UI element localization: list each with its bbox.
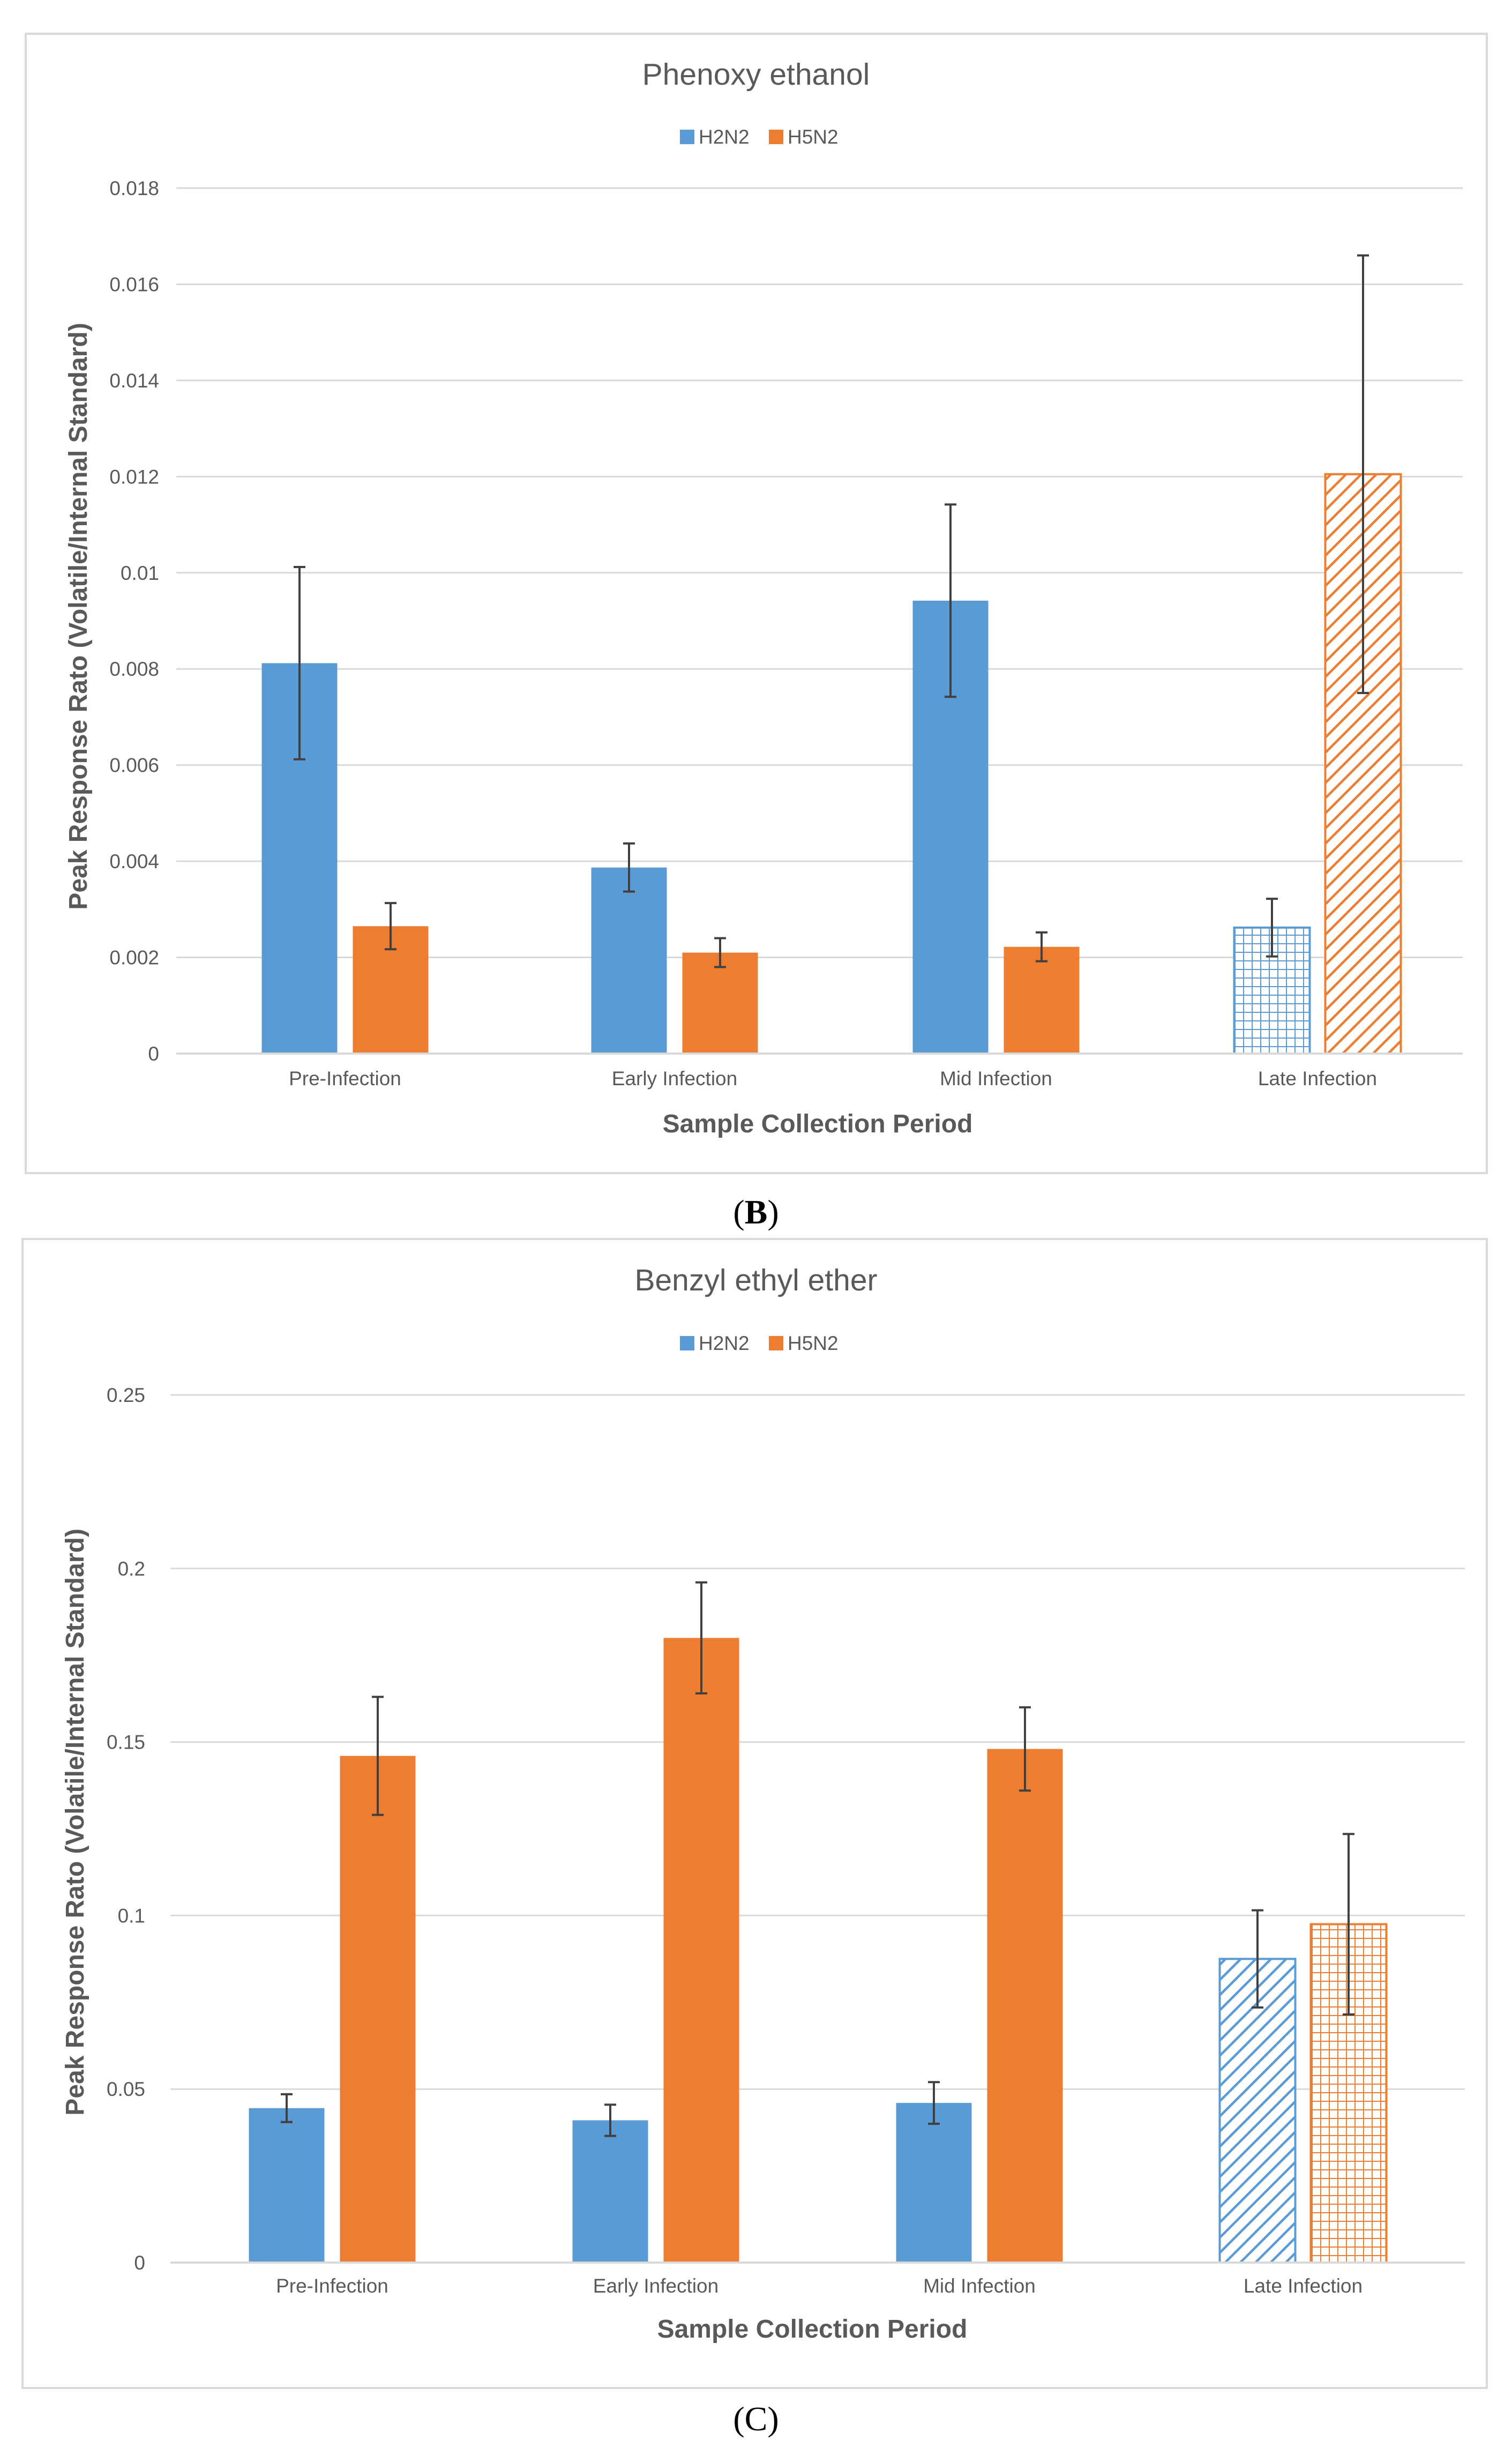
bar-c-h5n2-2 [987,1749,1063,2263]
legend-b-h2n2-label: H2N2 [699,126,750,148]
legend-c-h2n2-label: H2N2 [699,1332,750,1354]
chart-c-plot: 0 0.05 0.1 0.15 0.2 0.25 Pre-Infection Early In… [107,1384,1465,2297]
legend-c-h5n2-swatch [769,1336,783,1350]
error-bar-c-h5n2-0 [372,1696,384,1816]
error-bar-b-h5n2-0 [385,902,396,951]
bar-c-h2n2-3 [1218,1958,1297,2264]
y-tick-label-b-1: 0.002 [109,947,159,969]
y-tick-label-b-6: 0.012 [109,466,159,488]
legend-b-h5n2-swatch [769,130,783,144]
bar-b-h5n2-1 [682,952,758,1054]
bar-c-h2n2-0 [249,2108,325,2263]
y-tick-label-b-5: 0.01 [121,562,159,584]
error-bar-c-h5n2-2 [1019,1706,1031,1792]
chart-c-ylabel: Peak Response Rato (Volatile/Internal St… [61,1528,89,2115]
error-bar-b-h2n2-0 [294,566,305,760]
y-tick-label-c-4: 0.2 [118,1558,145,1580]
y-tick-label-b-9: 0.018 [109,177,159,199]
x-tick-label-b-0: Pre-Infection [289,1068,401,1089]
x-tick-label-b-3: Late Infection [1258,1068,1377,1089]
y-tick-label-c-3: 0.15 [107,1731,145,1753]
bar-c-h2n2-2 [896,2103,972,2263]
error-bar-c-h2n2-0 [281,2093,293,2123]
chart-c-title: Benzyl ethyl ether [634,1263,877,1297]
x-tick-label-c-2: Mid Infection [923,2275,1036,2297]
panel-label-c: (C) [733,2400,779,2438]
x-tick-label-b-2: Mid Infection [940,1068,1052,1089]
panel-label-b: (B) [733,1193,779,1231]
x-tick-label-c-1: Early Infection [593,2275,718,2297]
legend-c-h2n2-swatch [680,1336,694,1350]
x-tick-label-b-1: Early Infection [612,1068,737,1089]
y-tick-label-b-3: 0.006 [109,755,159,777]
error-bar-b-h2n2-3 [1266,898,1278,958]
chart-b-ylabel: Peak Response Rato (Volatile/Internal St… [64,323,93,909]
error-bar-c-h2n2-3 [1252,1909,1263,2009]
chart-b-title: Phenoxy ethanol [642,57,870,92]
bar-c-h5n2-1 [663,1638,739,2263]
y-tick-label-b-7: 0.014 [109,370,159,392]
legend-c-h5n2-label: H5N2 [788,1332,839,1354]
y-tick-label-b-4: 0.008 [109,658,159,680]
error-bar-c-h2n2-1 [604,2103,616,2137]
error-bar-b-h5n2-1 [714,937,726,968]
legend-b-h5n2-label: H5N2 [788,126,839,148]
y-tick-label-c-2: 0.1 [118,1905,145,1927]
bar-b-h5n2-2 [1004,946,1080,1054]
y-tick-label-c-0: 0 [134,2252,145,2274]
chart-c-xlabel: Sample Collection Period [657,2315,968,2343]
y-tick-label-c-1: 0.05 [107,2078,145,2100]
chart-panel-b: Phenoxy ethanol H2N2 H5N2 0 0.002 0.004 0.0… [25,33,1488,1174]
error-bar-b-h2n2-2 [945,503,956,698]
bar-b-h2n2-1 [591,867,667,1054]
error-bar-c-h5n2-3 [1343,1833,1354,2016]
chart-b-legend: H2N2 H5N2 [680,126,839,148]
x-tick-label-c-3: Late Infection [1244,2275,1363,2297]
chart-c-legend: H2N2 H5N2 [680,1332,839,1354]
error-bar-b-h5n2-3 [1357,254,1369,695]
chart-b-xlabel: Sample Collection Period [663,1110,973,1138]
x-tick-label-c-0: Pre-Infection [276,2275,388,2297]
bar-c-h5n2-0 [340,1756,416,2263]
chart-panel-c: Benzyl ethyl ether H2N2 H5N2 0 0.05 0.1 0.1… [21,1238,1488,2389]
y-tick-label-c-5: 0.25 [107,1384,145,1406]
error-bar-c-h5n2-1 [695,1581,707,1695]
y-tick-label-b-8: 0.016 [109,273,159,295]
error-bar-b-h5n2-2 [1036,931,1047,962]
y-tick-label-b-2: 0.004 [109,850,159,872]
bar-c-h2n2-1 [572,2120,648,2263]
y-tick-label-b-0: 0 [148,1043,159,1065]
error-bar-b-h2n2-1 [623,842,635,893]
error-bar-c-h2n2-2 [928,2081,940,2125]
legend-b-h2n2-swatch [680,130,694,144]
chart-b-plot: 0 0.002 0.004 0.006 0.008 0.01 0.012 0.014 0.016… [109,177,1463,1089]
